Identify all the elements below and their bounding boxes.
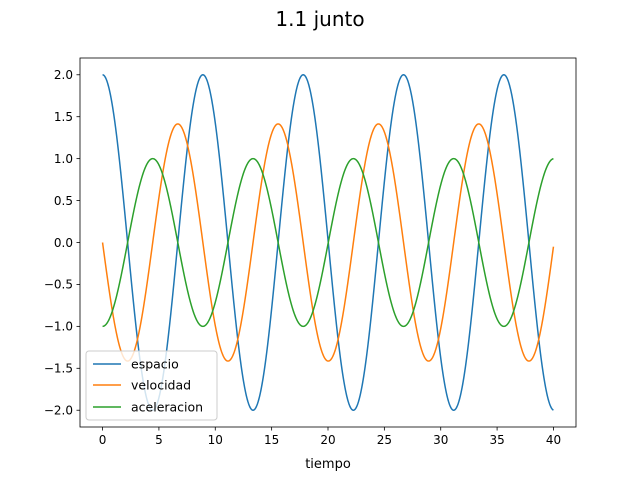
y-tick-label: 1.5 — [54, 110, 73, 124]
x-tick-label: 40 — [546, 433, 561, 447]
y-tick-label: −0.5 — [44, 278, 73, 292]
x-tick-label: 20 — [320, 433, 335, 447]
series-line-aceleracion — [102, 157, 554, 328]
x-tick-label: 15 — [264, 433, 279, 447]
x-tick-label: 10 — [208, 433, 223, 447]
legend: espacio velocidad aceleracion — [85, 350, 218, 421]
x-tick-label: 0 — [99, 433, 107, 447]
x-axis-ticks: 0 5 10 15 20 25 30 35 40 — [99, 427, 561, 447]
x-tick-label: 35 — [489, 433, 504, 447]
series-lines — [101, 74, 555, 411]
legend-label-aceleracion: aceleracion — [131, 400, 203, 415]
y-tick-label: −1.5 — [44, 362, 73, 376]
chart-title: 1.1 junto — [275, 7, 364, 31]
legend-label-velocidad: velocidad — [131, 378, 191, 393]
y-tick-label: 0.5 — [54, 194, 73, 208]
y-tick-label: −1.0 — [44, 320, 73, 334]
x-tick-label: 30 — [433, 433, 448, 447]
y-tick-label: 1.0 — [54, 152, 73, 166]
y-tick-label: 2.0 — [54, 68, 73, 82]
x-tick-label: 25 — [377, 433, 392, 447]
y-tick-label: −2.0 — [44, 404, 73, 418]
y-axis-ticks: −2.0 −1.5 −1.0 −0.5 0.0 0.5 1.0 1.5 2.0 — [44, 68, 80, 418]
legend-label-espacio: espacio — [131, 357, 179, 372]
legend-box — [85, 350, 218, 421]
y-tick-label: 0.0 — [54, 236, 73, 250]
series-line-velocidad — [101, 123, 555, 362]
x-tick-label: 5 — [155, 433, 163, 447]
x-axis-label: tiempo — [305, 457, 351, 472]
